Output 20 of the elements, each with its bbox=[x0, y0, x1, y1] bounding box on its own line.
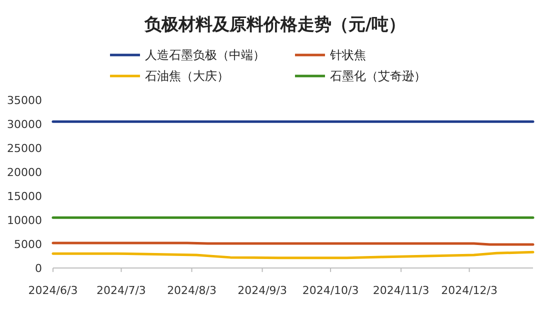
legend-label: 石墨化（艾奇逊） bbox=[330, 69, 426, 83]
y-tick-label: 15000 bbox=[7, 190, 42, 203]
x-tick-label: 2024/12/3 bbox=[441, 284, 498, 297]
y-tick-label: 5000 bbox=[14, 238, 42, 251]
legend-label: 人造石墨负极（中端） bbox=[145, 48, 265, 62]
x-tick-label: 2024/6/3 bbox=[28, 284, 78, 297]
x-tick-label: 2024/9/3 bbox=[238, 284, 287, 297]
chart-title: 负极材料及原料价格走势（元/吨） bbox=[143, 15, 406, 35]
x-tick-label: 2024/11/3 bbox=[372, 284, 430, 297]
y-tick-label: 30000 bbox=[7, 118, 42, 131]
legend-label: 石油焦（大庆） bbox=[145, 69, 229, 83]
legend-label: 针状焦 bbox=[329, 48, 366, 62]
x-tick-label: 2024/8/3 bbox=[167, 284, 216, 297]
y-tick-label: 20000 bbox=[7, 166, 42, 179]
x-tick-label: 2024/7/3 bbox=[96, 284, 146, 297]
y-tick-label: 25000 bbox=[7, 142, 42, 155]
y-tick-label: 35000 bbox=[7, 94, 42, 107]
y-tick-label: 0 bbox=[35, 262, 42, 275]
y-tick-label: 10000 bbox=[7, 214, 42, 227]
x-tick-label: 2024/10/3 bbox=[302, 284, 359, 297]
